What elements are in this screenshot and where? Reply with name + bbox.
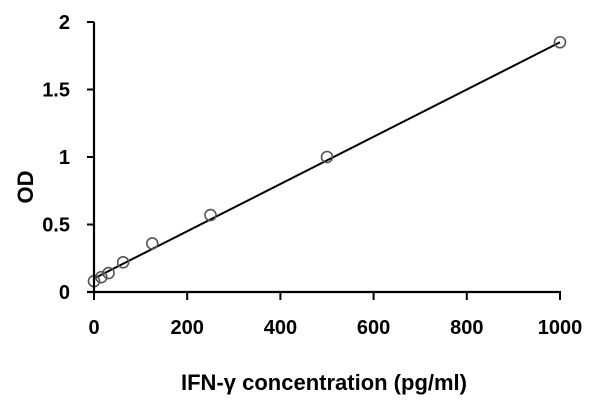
data-point-marker [553, 35, 567, 49]
y-tick-label: 0 [59, 282, 70, 304]
x-tick-label: 200 [171, 317, 204, 339]
x-tick-label: 1000 [538, 317, 583, 339]
x-tick-label: 800 [450, 317, 483, 339]
data-point-marker [102, 266, 115, 280]
data-point-marker [204, 208, 217, 222]
data-point-marker [145, 237, 159, 250]
x-axis-title: IFN-γ concentration (pg/ml) [181, 370, 467, 395]
linear-fit-line [93, 41, 561, 280]
trendline [93, 41, 561, 280]
data-points [87, 35, 567, 288]
data-point-marker [94, 270, 108, 284]
data-point-marker [320, 150, 334, 164]
x-axis-ticks: 0 200 400 600 800 1000 [88, 292, 582, 339]
y-tick-label: 2 [59, 12, 70, 34]
y-axis-title: OD [13, 171, 38, 204]
y-tick-label: 1 [59, 147, 70, 169]
data-point-marker [116, 255, 130, 269]
y-tick-label: 0.5 [42, 215, 70, 237]
x-tick-label: 400 [264, 317, 297, 339]
y-axis-ticks: 0 0.5 1 1.5 2 [42, 12, 94, 304]
x-tick-label: 600 [357, 317, 390, 339]
y-tick-label: 1.5 [42, 80, 70, 102]
x-tick-label: 0 [88, 317, 99, 339]
axes [87, 22, 561, 294]
